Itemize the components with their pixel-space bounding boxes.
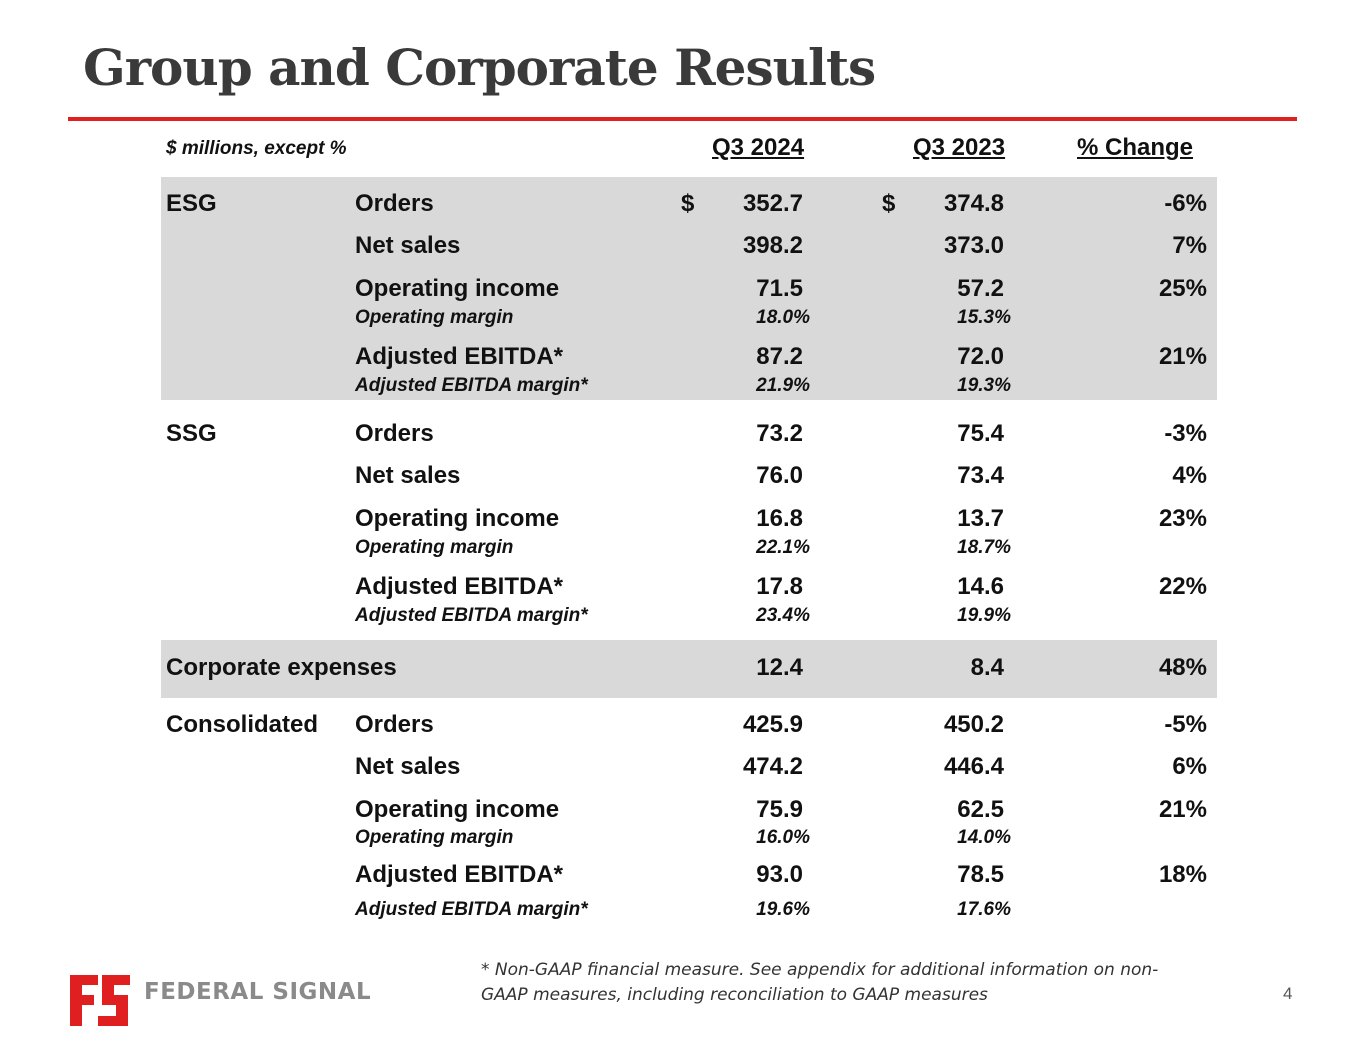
value-q3-2024: 16.0% [756,827,810,848]
value-q3-2024: 22.1% [756,537,810,558]
row-label: Adjusted EBITDA margin* [355,899,588,920]
value-q3-2023: 18.7% [957,537,1011,558]
value-change: 22% [1158,573,1207,600]
value-q3-2024: 87.2 [756,343,803,370]
value-change: 48% [1158,654,1207,681]
value-change: 21% [1158,343,1207,370]
row-label: Orders [355,190,434,217]
corporate-band [161,640,1217,698]
row-label: Adjusted EBITDA margin* [355,605,588,626]
col-header-q3-2024: Q3 2024 [712,134,805,161]
value-q3-2023: 13.7 [957,505,1004,532]
segment-label-ssg: SSG [166,420,217,447]
row-label: Operating margin [355,307,514,328]
value-change: 7% [1172,232,1207,259]
value-q3-2023: 450.2 [943,711,1004,738]
segment-label-esg: ESG [166,190,217,217]
value-q3-2024: 93.0 [756,861,803,888]
value-q3-2024: 12.4 [756,654,803,681]
esg-band [161,177,1217,400]
value-change: -5% [1164,711,1207,738]
value-q3-2023: 8.4 [970,654,1004,681]
value-q3-2023: 78.5 [957,861,1004,888]
footnote: * Non-GAAP financial measure. See append… [481,960,1159,1005]
row-label: Adjusted EBITDA* [355,343,564,370]
value-q3-2024: 71.5 [756,275,803,302]
value-q3-2023: 19.9% [957,605,1011,626]
value-q3-2023: 19.3% [957,375,1011,396]
col-header-change: % Change [1077,134,1194,161]
value-q3-2024: 23.4% [756,605,810,626]
row-label: Operating income [355,796,560,823]
value-q3-2024: 73.2 [756,420,803,447]
row-label: Operating income [355,505,560,532]
row-label: Adjusted EBITDA* [355,573,564,600]
value-q3-2023: 75.4 [957,420,1004,447]
row-label: Orders [355,420,434,447]
value-q3-2024: 474.2 [742,753,803,780]
logo-wordmark: FEDERAL SIGNAL [144,979,372,1005]
row-label: Adjusted EBITDA margin* [355,375,588,396]
value-q3-2024: 17.8 [756,573,803,600]
value-change: 6% [1172,753,1207,780]
row-label: Orders [355,711,434,738]
title-divider [68,117,1297,121]
value-q3-2024: 352.7 [742,190,803,217]
value-q3-2023: 373.0 [943,232,1004,259]
currency-symbol: $ [681,190,695,217]
value-q3-2024: 16.8 [756,505,803,532]
value-q3-2024: 425.9 [742,711,803,738]
value-change: 21% [1158,796,1207,823]
value-q3-2023: 72.0 [957,343,1004,370]
value-change: 25% [1158,275,1207,302]
value-change: 23% [1158,505,1207,532]
units-label: $ millions, except % [166,138,347,159]
row-label: Net sales [355,462,461,489]
value-q3-2023: 73.4 [957,462,1004,489]
row-label: Adjusted EBITDA* [355,861,564,888]
value-q3-2024: 18.0% [756,307,810,328]
page-number: 4 [1283,984,1293,1003]
corporate-expenses-label: Corporate expenses [166,654,397,681]
value-change: -6% [1164,190,1207,217]
value-q3-2024: 19.6% [756,899,810,920]
row-label: Net sales [355,232,461,259]
row-label: Net sales [355,753,461,780]
value-q3-2023: 374.8 [943,190,1004,217]
value-q3-2023: 446.4 [943,753,1004,780]
segment-label-consolidated: Consolidated [166,711,319,738]
value-change: 4% [1172,462,1207,489]
value-q3-2024: 21.9% [756,375,810,396]
row-label: Operating margin [355,827,514,848]
col-header-q3-2023: Q3 2023 [913,134,1006,161]
row-label: Operating margin [355,537,514,558]
value-q3-2023: 14.0% [957,827,1011,848]
value-q3-2024: 398.2 [742,232,803,259]
value-q3-2023: 14.6 [957,573,1004,600]
value-q3-2023: 15.3% [957,307,1011,328]
federal-signal-logo-icon [68,971,132,1033]
value-q3-2023: 62.5 [957,796,1004,823]
value-change: 18% [1158,861,1207,888]
page-title: Group and Corporate Results [83,38,876,97]
value-q3-2024: 75.9 [756,796,803,823]
value-q3-2024: 76.0 [756,462,803,489]
value-q3-2023: 17.6% [957,899,1011,920]
row-label: Operating income [355,275,560,302]
currency-symbol: $ [882,190,896,217]
value-q3-2023: 57.2 [957,275,1004,302]
value-change: -3% [1164,420,1207,447]
